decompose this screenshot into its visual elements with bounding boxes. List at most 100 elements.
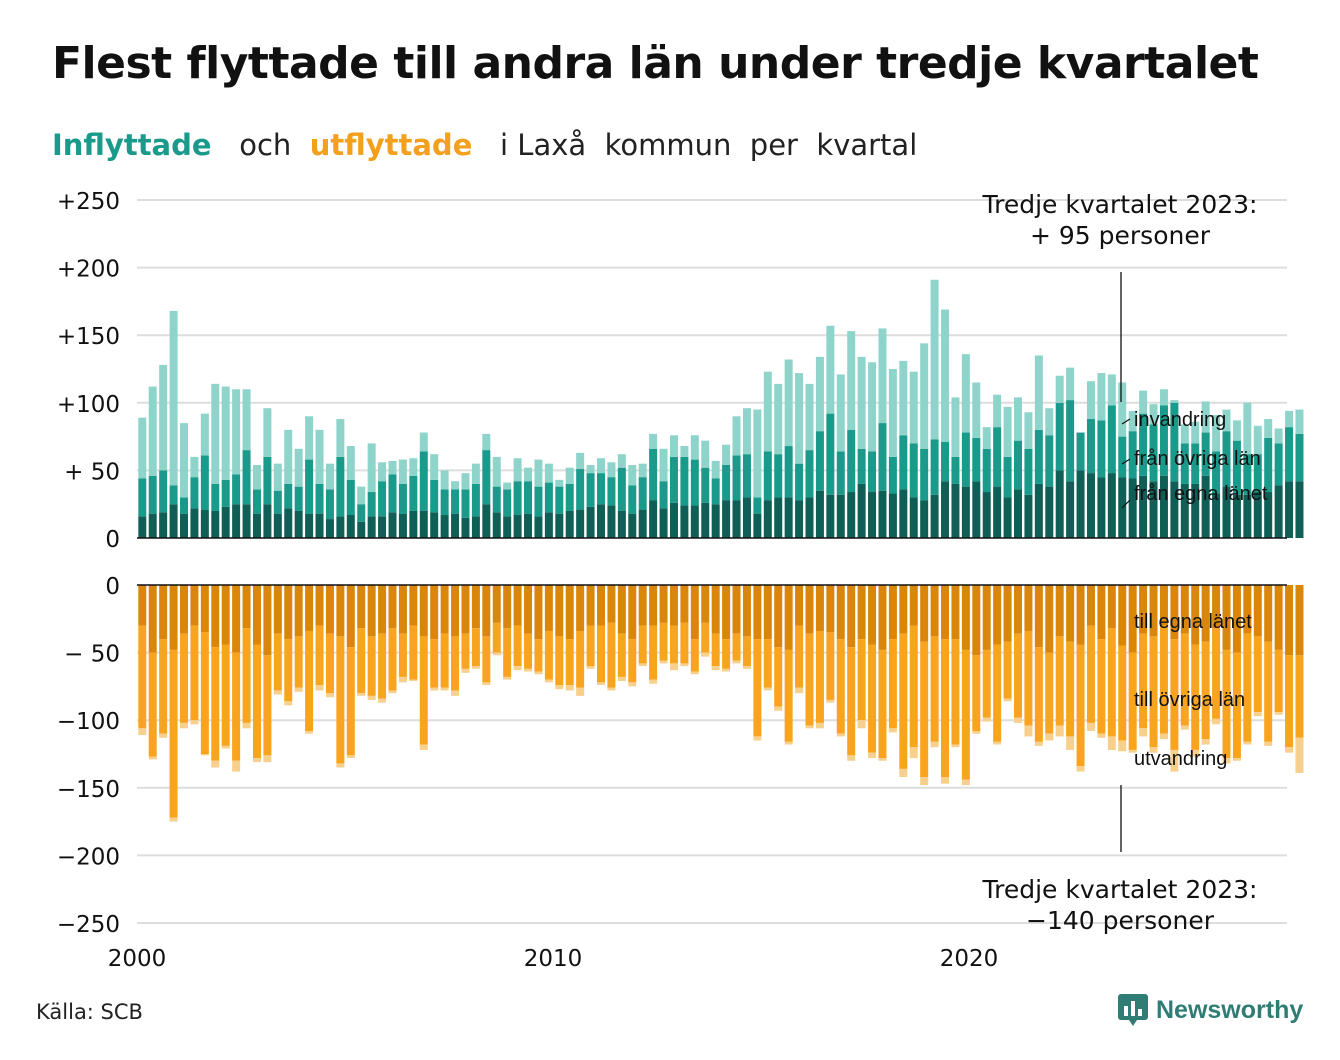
- bar-in-own: [930, 494, 939, 538]
- bar-in-other: [325, 489, 334, 520]
- bar-out-other: [701, 622, 710, 653]
- bar-out-other: [367, 636, 376, 696]
- bar-out-emig: [576, 687, 585, 696]
- bar-in-own: [138, 516, 147, 538]
- bar-out-emig: [440, 687, 449, 691]
- bar-in-other: [388, 474, 397, 513]
- bar-out-other: [1066, 641, 1075, 737]
- bar-in-other: [1159, 405, 1168, 476]
- bar-in-own: [242, 504, 251, 538]
- bar-out-other: [836, 639, 845, 734]
- bar-in-own: [941, 481, 950, 538]
- bar-out-own: [503, 585, 512, 629]
- bar-in-own: [544, 512, 553, 538]
- bar-out-own: [711, 585, 720, 634]
- y-tick-top: + 50: [64, 459, 120, 485]
- bar-out-other: [492, 622, 501, 653]
- bar-in-immig: [1191, 421, 1200, 444]
- bar-in-own: [159, 512, 168, 538]
- bar-in-immig: [398, 459, 407, 484]
- bar-out-other: [409, 625, 418, 680]
- bar-in-own: [774, 497, 783, 538]
- bar-in-own: [722, 500, 731, 538]
- bar-in-other: [1118, 436, 1127, 478]
- bar-in-other: [930, 439, 939, 495]
- bar-in-other: [669, 456, 678, 503]
- bar-in-own: [1243, 494, 1252, 538]
- bar-in-own: [711, 504, 720, 538]
- bar-out-other: [649, 625, 658, 680]
- bar-in-immig: [1055, 375, 1064, 403]
- bar-out-emig: [294, 687, 303, 692]
- bar-in-immig: [159, 364, 168, 471]
- bar-in-immig: [941, 309, 950, 443]
- bar-in-other: [232, 474, 241, 505]
- bar-in-own: [169, 504, 178, 538]
- bar-out-own: [1232, 585, 1241, 653]
- bar-out-own: [440, 585, 449, 634]
- bar-out-emig: [315, 685, 324, 691]
- bar-in-other: [920, 448, 929, 501]
- bar-out-other: [1097, 639, 1106, 734]
- label-leader-top: [1121, 499, 1131, 509]
- bar-out-emig: [513, 666, 522, 671]
- bar-out-emig: [617, 676, 626, 681]
- logo-text: Newsworthy: [1156, 995, 1304, 1024]
- bar-out-other: [346, 647, 355, 756]
- bar-in-own: [1170, 481, 1179, 538]
- bar-in-immig: [242, 389, 251, 451]
- bar-out-other: [638, 625, 647, 664]
- bar-in-immig: [1232, 420, 1241, 441]
- bar-in-other: [419, 451, 428, 511]
- bar-in-other: [1201, 432, 1210, 476]
- bar-in-own: [607, 505, 616, 538]
- bar-out-own: [1201, 585, 1210, 642]
- bar-out-emig: [805, 725, 814, 729]
- bar-in-other: [440, 489, 449, 516]
- bar-out-other: [1149, 636, 1158, 748]
- bar-in-other: [221, 479, 230, 507]
- bar-out-own: [857, 585, 866, 640]
- bar-out-own: [826, 585, 835, 633]
- series-label-bottom-1: till övriga län: [1134, 689, 1245, 711]
- bar-out-emig: [628, 682, 637, 687]
- bar-in-immig: [909, 371, 918, 444]
- bar-out-other: [815, 630, 824, 723]
- bar-in-own: [294, 510, 303, 538]
- bar-out-own: [784, 585, 793, 650]
- bar-in-own: [753, 513, 762, 538]
- bar-in-own: [263, 504, 272, 538]
- bar-out-own: [847, 585, 856, 648]
- bar-in-immig: [263, 408, 272, 457]
- bar-in-own: [1076, 470, 1085, 538]
- bar-out-emig: [565, 685, 574, 691]
- bar-out-own: [1086, 585, 1095, 626]
- bar-in-other: [1243, 454, 1252, 495]
- bar-out-own: [398, 585, 407, 634]
- bar-in-immig: [336, 419, 345, 457]
- bar-out-emig: [1014, 717, 1022, 723]
- bar-out-emig: [524, 668, 533, 672]
- bar-out-own: [1274, 585, 1283, 650]
- bar-in-other: [252, 489, 261, 514]
- bar-out-emig: [1264, 741, 1273, 746]
- bar-out-own: [1097, 585, 1106, 640]
- bar-in-other: [711, 478, 720, 505]
- bar-in-other: [805, 450, 814, 498]
- bar-out-own: [1014, 585, 1022, 634]
- bar-in-immig: [920, 343, 929, 449]
- bar-out-emig: [857, 720, 866, 729]
- bar-out-other: [398, 633, 407, 677]
- bar-in-own: [409, 510, 418, 538]
- bar-out-own: [1222, 585, 1231, 650]
- bar-out-other: [930, 636, 939, 742]
- bar-in-own: [1285, 481, 1294, 538]
- bar-out-own: [628, 585, 637, 640]
- bar-in-other: [534, 486, 543, 517]
- bar-out-other: [659, 622, 668, 661]
- bar-out-other: [357, 628, 366, 694]
- bars-utflyttade: [138, 585, 1304, 822]
- subtitle-utflyttade: utflyttade: [309, 128, 473, 162]
- bar-in-other: [617, 467, 626, 511]
- bar-in-own: [836, 494, 845, 538]
